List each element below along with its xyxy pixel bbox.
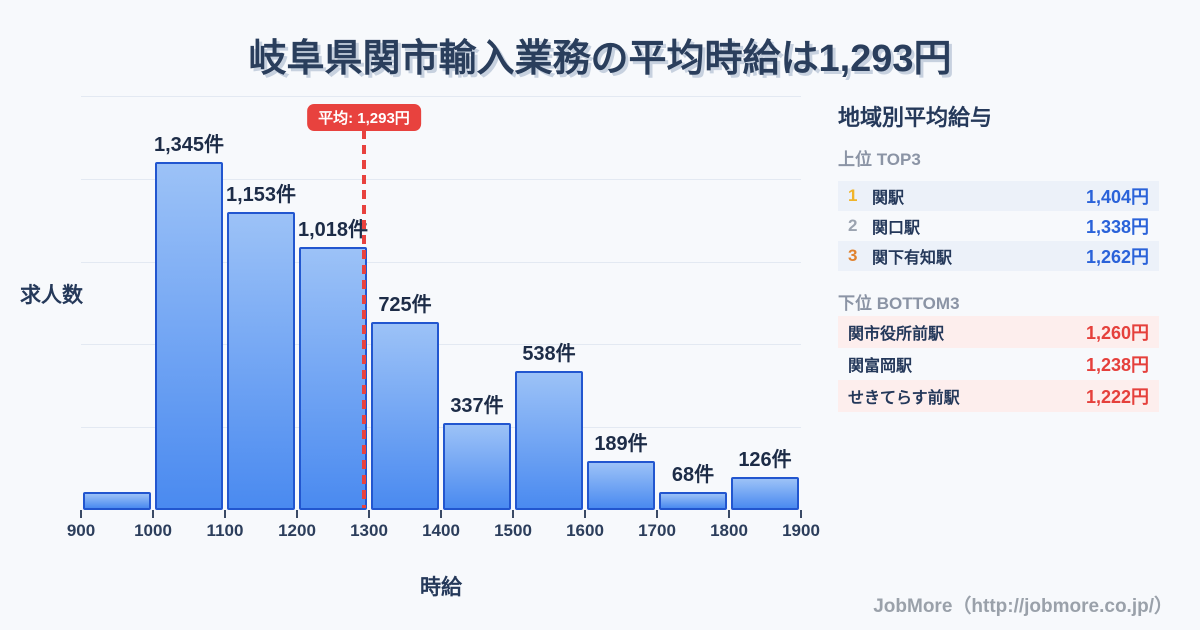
x-axis-tick [800,510,802,518]
station-name: 関駅 [872,190,905,207]
table-row: 関市役所前駅 1,260円 [838,316,1159,348]
x-tick-label: 1700 [638,521,676,540]
bar-value-label: 1,345件 [153,134,225,156]
top3-table: 1 関駅 1,404円 2 関口駅 1,338円 3 関下有知駅 1,262円 [838,181,1159,271]
bar-value-label: 725件 [378,294,432,317]
station-value: 1,404円 [1085,187,1149,207]
x-axis-tick [80,510,82,518]
average-line [361,130,366,508]
table-row: せきてらす前駅 1,222円 [838,380,1159,412]
gridline [81,344,801,346]
station-name: 関市役所前駅 [848,326,945,343]
bar-value-label: 126件 [738,449,792,472]
histogram-bar [371,322,439,510]
plot-area: 1,345件 1,153件 1,018件 725件 337件 538件 189件 68件 126… [67,96,820,540]
station-value: 1,262円 [1085,247,1149,267]
page-title: 岐阜県関市輸入業務の平均時給は1,293円 [248,38,952,80]
x-axis-tick [440,510,442,518]
histogram-bar [731,477,799,510]
station-name: 関富岡駅 [848,358,913,375]
x-axis-tick [728,510,730,518]
x-tick-label: 1300 [350,521,388,540]
station-name: 関口駅 [872,220,921,237]
x-axis-tick [656,510,658,518]
gridline [81,261,801,263]
x-axis-tick [584,510,586,518]
bar-value-label: 1,153件 [225,183,297,206]
x-axis-label: 時給 [420,576,462,599]
x-tick-label: 900 [66,521,96,540]
station-value: 1,222円 [1085,387,1149,407]
x-tick-label: 1900 [782,521,820,540]
gridline [81,96,801,97]
gridline [81,178,801,180]
table-row: 3 関下有知駅 1,262円 [838,241,1159,271]
station-name: せきてらす前駅 [848,390,960,407]
rank-number: 3 [848,246,858,265]
x-tick-label: 1200 [278,521,316,540]
footer-credit: JobMore（http://jobmore.co.jp/） [873,596,1173,617]
bar-value-label: 68件 [671,464,715,487]
table-row: 2 関口駅 1,338円 [838,211,1159,241]
table-row: 関富岡駅 1,238円 [838,348,1159,380]
histogram-bar [515,370,583,510]
bar-value-label: 189件 [594,433,648,456]
average-badge: 平均: 1,293円 [307,104,421,131]
bottom3-table: 関市役所前駅 1,260円関富岡駅 1,238円せきてらす前駅 1,222円 [838,316,1159,412]
x-axis-tick [296,510,298,518]
bar-value-label: 1,018件 [297,218,369,241]
bar-value-label: 337件 [450,394,504,417]
x-axis-tick [368,510,370,518]
x-axis-tick [512,510,514,518]
top3-heading: 上位 TOP3 [838,150,921,169]
sidebar-title: 地域別平均給与 [838,105,993,130]
histogram-bar [83,491,151,510]
x-tick-label: 1000 [134,521,172,540]
histogram-bar [443,422,511,510]
rank-number: 2 [848,216,858,235]
station-value: 1,238円 [1085,355,1149,375]
histogram-bar [155,162,223,510]
histogram-bar [227,211,295,510]
x-axis-tick [224,510,226,518]
x-tick-label: 1600 [566,521,604,540]
bottom3-heading: 下位 BOTTOM3 [838,294,960,313]
x-axis-tick [152,510,154,518]
x-tick-label: 1800 [710,521,748,540]
histogram-bar [587,461,655,510]
histogram-bar [299,246,367,510]
histogram-bar [659,492,727,510]
x-tick-label: 1500 [494,521,532,540]
station-value: 1,338円 [1085,217,1149,237]
bar-value-label: 538件 [522,342,576,365]
gridline [81,427,801,429]
table-row: 1 関駅 1,404円 [838,181,1159,211]
x-tick-label: 1100 [206,521,244,540]
y-axis-label: 求人数 [20,284,83,307]
station-value: 1,260円 [1085,323,1149,343]
station-name: 関下有知駅 [872,250,953,267]
x-tick-label: 1400 [422,521,460,540]
rank-number: 1 [848,186,858,205]
